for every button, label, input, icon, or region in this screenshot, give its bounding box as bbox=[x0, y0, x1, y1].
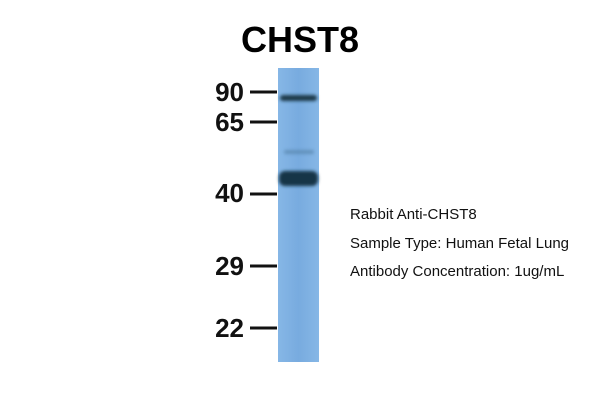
marker-label: 40 bbox=[215, 178, 244, 208]
title: CHST8 bbox=[241, 19, 359, 60]
band bbox=[279, 171, 318, 186]
marker-ladder: 90 65 40 29 22 bbox=[215, 77, 277, 343]
marker-label: 29 bbox=[215, 251, 244, 281]
marker-label: 90 bbox=[215, 77, 244, 107]
annotation: Rabbit Anti-CHST8 bbox=[350, 206, 477, 223]
blot-lane bbox=[278, 68, 319, 362]
annotation: Antibody Concentration: 1ug/mL bbox=[350, 263, 564, 280]
annotation: Sample Type: Human Fetal Lung bbox=[350, 235, 569, 252]
marker-label: 22 bbox=[215, 313, 244, 343]
band bbox=[280, 95, 317, 101]
marker-label: 65 bbox=[215, 107, 244, 137]
band bbox=[284, 150, 314, 154]
